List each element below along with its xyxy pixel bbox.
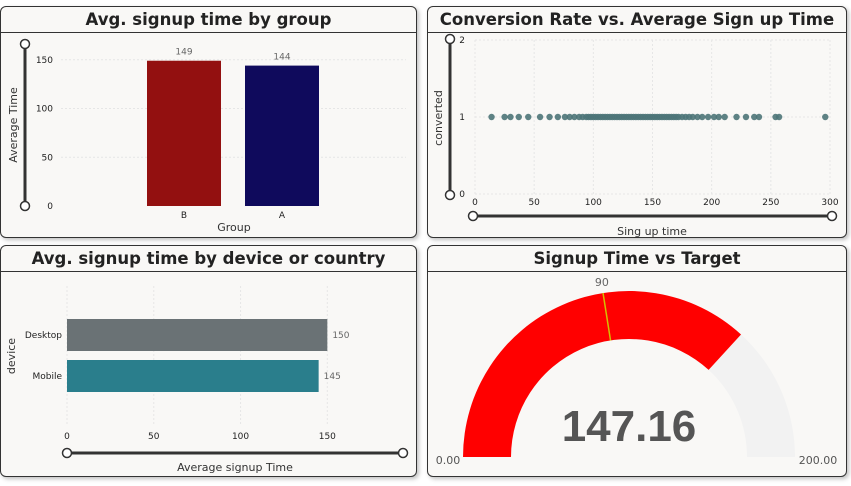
y-range-slider-bottom-handle[interactable] xyxy=(444,189,456,201)
conversion-scatter-chart: 0 50 100 150 200 250 300 0 1 2 Sing up time convert… xyxy=(432,33,839,238)
scatter-point xyxy=(561,113,569,121)
panel-signup-gauge: Signup Time vs Target 90 147.16 0.00 200.00 xyxy=(427,245,847,477)
x-axis-title: Sing up time xyxy=(617,225,687,238)
gauge-target-marker xyxy=(602,292,612,341)
scatter-point xyxy=(775,113,783,121)
scatter-point xyxy=(507,113,514,121)
y-tick-label: 150 xyxy=(36,56,53,66)
x-range-slider-right-handle[interactable] xyxy=(826,210,838,222)
scatter-point xyxy=(554,113,562,121)
y-axis-title: Average Time xyxy=(7,87,20,163)
x-tick-label: 0 xyxy=(472,198,478,208)
signup-gauge-chart: 90 147.16 0.00 200.00 xyxy=(436,276,838,467)
panel-title: Avg. signup time by device or country xyxy=(1,246,416,272)
bar-data-label: 150 xyxy=(332,331,349,341)
scatter-point xyxy=(751,113,758,121)
y-tick-label: 2 xyxy=(459,36,465,46)
panel-group-chart: Avg. signup time by group 0 50 100 150 149 B 1… xyxy=(0,6,417,238)
scatter-point xyxy=(721,113,728,121)
gauge-min-label: 0.00 xyxy=(436,454,461,467)
y-tick-label: 1 xyxy=(459,113,465,123)
x-tick-label: 150 xyxy=(644,198,661,208)
panel-title: Avg. signup time by group xyxy=(1,7,416,33)
bar xyxy=(67,360,319,392)
bar xyxy=(245,65,319,206)
x-tick-label: 50 xyxy=(528,198,540,208)
y-range-slider-top-handle[interactable] xyxy=(19,38,31,50)
x-axis-title: Average signup Time xyxy=(177,461,293,474)
scatter-point xyxy=(488,113,495,121)
scatter-point xyxy=(536,113,544,121)
panel-conversion-scatter: Conversion Rate vs. Average Sign up Time… xyxy=(427,6,847,238)
panel-title: Conversion Rate vs. Average Sign up Time xyxy=(428,7,846,33)
bar-data-label: 144 xyxy=(273,53,290,63)
scatter-point xyxy=(733,113,740,121)
x-tick-label: 50 xyxy=(148,432,160,442)
x-tick-label: 200 xyxy=(703,198,720,208)
x-tick-label: 150 xyxy=(319,432,336,442)
scatter-point xyxy=(699,113,706,121)
gauge-max-label: 200.00 xyxy=(799,454,838,467)
panel-title: Signup Time vs Target xyxy=(428,246,846,272)
scatter-point xyxy=(694,113,701,121)
bar xyxy=(67,319,328,351)
x-tick-label: B xyxy=(181,211,187,221)
x-tick-label: 250 xyxy=(762,198,779,208)
scatter-point xyxy=(704,113,712,121)
scatter-point xyxy=(515,113,522,121)
x-range-slider-right-handle[interactable] xyxy=(397,447,409,459)
y-tick-label: Mobile xyxy=(32,372,62,382)
scatter-point xyxy=(710,113,718,121)
panel-device-chart: Avg. signup time by device or country 0 5… xyxy=(0,245,417,477)
scatter-point xyxy=(525,113,532,121)
bar xyxy=(147,60,221,206)
x-tick-label: 0 xyxy=(64,432,70,442)
x-tick-label: A xyxy=(279,211,286,221)
y-tick-label: 0 xyxy=(459,190,465,200)
y-tick-label: 50 xyxy=(42,153,54,163)
gauge-value-label: 147.16 xyxy=(562,402,697,451)
scatter-point xyxy=(742,113,750,121)
y-range-slider-bottom-handle[interactable] xyxy=(19,200,31,212)
gauge-target-label: 90 xyxy=(595,276,609,289)
y-axis-title: converted xyxy=(432,90,445,146)
x-tick-label: 300 xyxy=(821,198,838,208)
x-tick-label: 100 xyxy=(232,432,249,442)
scatter-point xyxy=(571,113,578,121)
scatter-point xyxy=(755,113,763,121)
y-tick-label: Desktop xyxy=(25,331,62,341)
group-bar-chart: 0 50 100 150 149 B 144 A Group Average Time xyxy=(7,38,406,234)
scatter-point xyxy=(689,113,696,121)
gauge-value-arc xyxy=(463,291,742,457)
scatter-point xyxy=(566,113,573,121)
scatter-point xyxy=(822,113,829,121)
bar-data-label: 149 xyxy=(175,48,192,58)
device-bar-chart: 0 50 100 150 150 Desktop 145 Mobile Average sign… xyxy=(5,286,409,474)
bar-data-label: 145 xyxy=(324,372,341,382)
x-axis-title: Group xyxy=(217,221,251,234)
x-range-slider-left-handle[interactable] xyxy=(467,210,479,222)
y-tick-label: 100 xyxy=(36,105,53,115)
y-range-slider-top-handle[interactable] xyxy=(444,33,456,45)
scatter-point xyxy=(501,113,508,121)
scatter-point xyxy=(715,113,722,121)
y-tick-label: 0 xyxy=(47,202,53,212)
y-axis-title: device xyxy=(5,338,18,374)
x-tick-label: 100 xyxy=(585,198,602,208)
scatter-point xyxy=(546,113,553,121)
x-range-slider-left-handle[interactable] xyxy=(61,447,73,459)
